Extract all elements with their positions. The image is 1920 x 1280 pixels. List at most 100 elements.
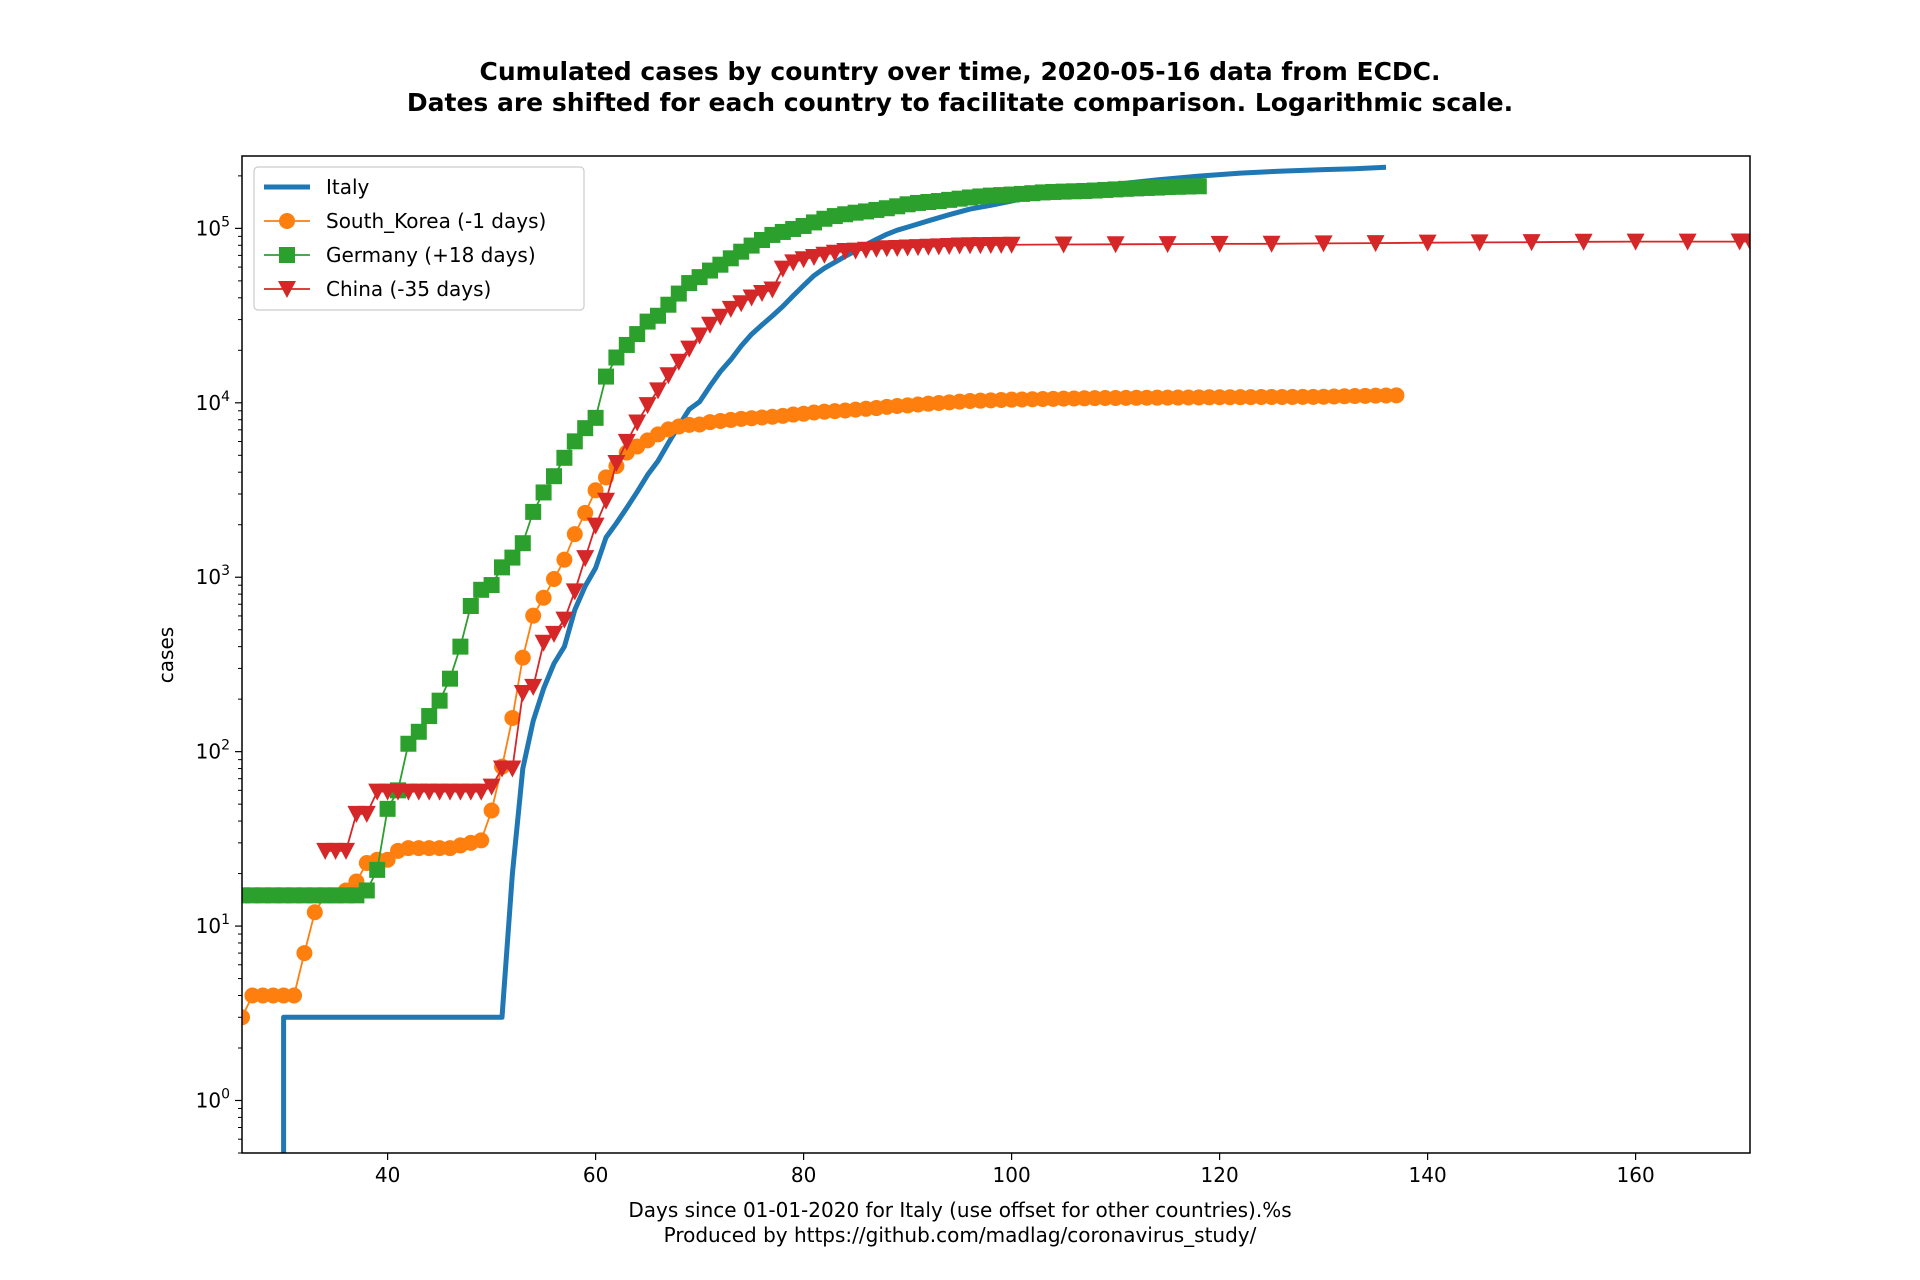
data-point [773,260,792,278]
data-point [431,692,448,709]
y-tick-label: 100 [196,1086,230,1112]
data-point [586,517,605,535]
data-point [473,832,490,849]
data-point [617,433,636,451]
data-point [421,708,438,725]
plot-area [242,164,1750,1153]
data-point [742,289,761,307]
data-point [278,281,296,298]
data-point [410,723,427,740]
legend-item: South_Korea (-1 days) [264,209,546,233]
data-point [545,625,563,643]
data-point [472,783,491,801]
data-point [1741,233,1750,251]
legend-item: Italy [264,175,370,199]
data-point [482,778,501,796]
data-point [815,246,834,264]
data-point [711,308,730,326]
data-point [597,492,615,510]
data-point [503,760,522,778]
data-point [442,670,458,687]
data-point [587,409,604,426]
data-point [279,247,295,263]
data-point [1626,233,1645,251]
data-point [598,368,614,385]
data-point [358,882,375,899]
data-point [242,1009,250,1026]
data-point [357,805,376,823]
data-point [462,597,479,614]
data-point [753,284,771,302]
data-point [1522,234,1541,252]
data-point [535,484,552,501]
data-point [763,281,782,299]
data-point [721,300,740,318]
data-point [577,504,594,521]
series-italy [281,164,1387,1153]
data-point [1314,235,1333,253]
data-point [784,254,803,272]
data-point [1106,236,1125,254]
series-line [325,240,1750,852]
data-point [296,945,313,962]
y-tick-label: 103 [196,563,230,589]
data-point [1418,234,1437,252]
data-point [608,349,625,366]
data-point [556,551,573,568]
data-point [732,295,751,313]
data-point [638,397,657,415]
data-point [546,468,562,485]
series-china [316,233,1750,860]
series-line [281,164,1387,1153]
data-point [483,802,500,819]
legend-item: Germany (+18 days) [264,243,536,267]
x-tick-label: 100 [993,1163,1031,1187]
data-point [565,583,584,601]
data-point [1190,178,1207,195]
data-point [369,861,386,878]
data-point [556,449,573,466]
legend-box [253,166,585,311]
data-point [1054,236,1073,254]
data-point [452,638,469,655]
credit-line: Produced by https://github.com/madlag/co… [663,1223,1257,1247]
y-tick-label: 102 [196,738,230,764]
series-line [242,394,1397,1018]
data-point [628,414,647,432]
data-point [1678,233,1697,251]
data-point [483,577,500,594]
data-point [504,549,521,566]
legend-label: Germany (+18 days) [326,243,536,267]
y-tick-label: 105 [196,214,230,240]
data-point [669,353,688,371]
data-point [1262,235,1281,253]
data-point [794,251,813,269]
data-point [524,678,543,696]
data-point [576,550,595,568]
data-point [1366,235,1385,253]
data-point [566,526,583,543]
data-point [555,611,574,629]
x-tick-label: 120 [1201,1163,1239,1187]
data-point [514,649,531,666]
data-point [566,433,583,450]
legend-item: China (-35 days) [264,277,491,301]
data-point [598,469,614,486]
data-point [525,607,542,624]
data-point [546,570,562,587]
data-point [279,213,295,229]
legend-label: Italy [326,175,370,199]
plot-frame [241,155,1751,1154]
data-point [629,326,646,343]
data-point [1158,236,1177,254]
data-point [1470,234,1489,252]
legend-label: South_Korea (-1 days) [326,209,546,233]
data-point [805,249,823,267]
legend-label: China (-35 days) [326,277,491,301]
x-tick-label: 160 [1617,1163,1655,1187]
y-tick-label: 101 [196,912,230,938]
data-point [701,316,719,334]
x-tick-label: 40 [375,1163,400,1187]
data-point [337,842,355,860]
